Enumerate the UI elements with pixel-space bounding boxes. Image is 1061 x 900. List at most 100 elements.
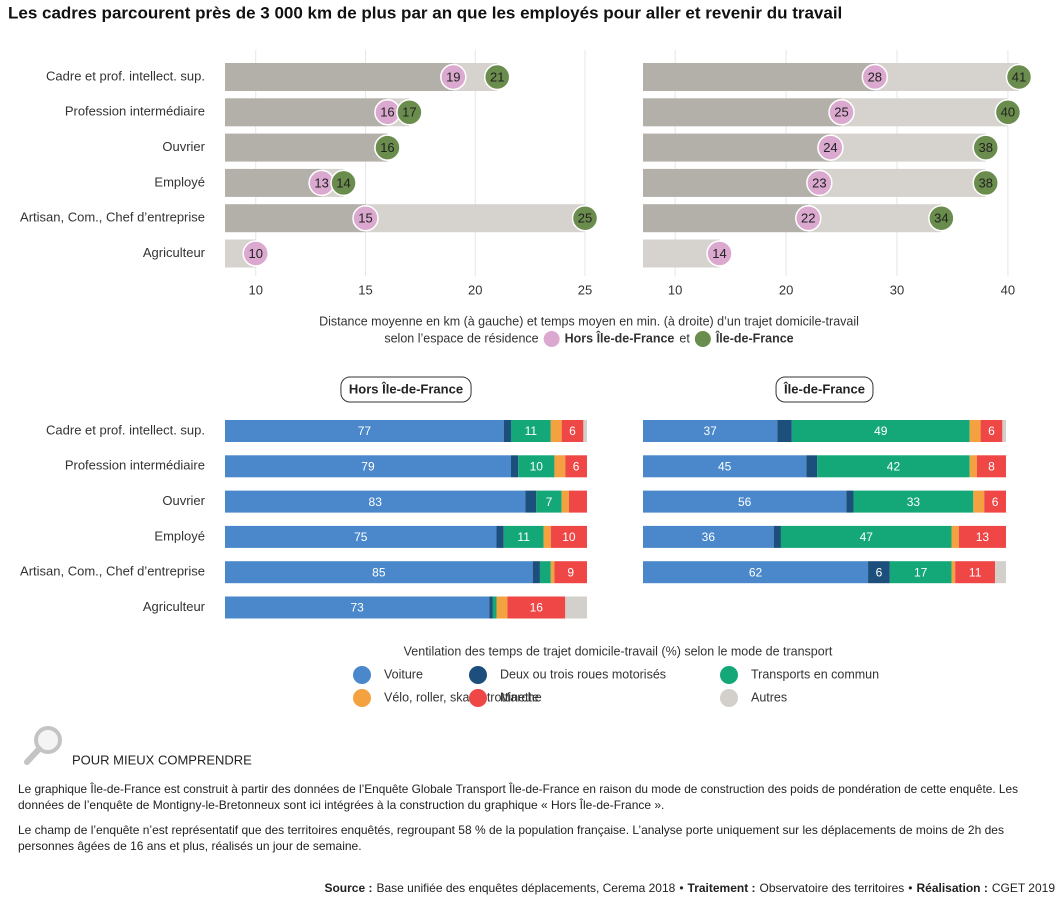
bar-segment (225, 98, 388, 127)
point-label: 25 (578, 211, 592, 226)
caption-line: Ventilation des temps de trajet domicile… (404, 644, 833, 658)
legend-marker (694, 331, 711, 347)
point-label: 14 (336, 175, 350, 190)
legend-label: et (679, 331, 690, 345)
bar-segment (643, 98, 842, 127)
bar-segment (951, 561, 956, 584)
caption-line: Distance moyenne en km (à gauche) et tem… (319, 314, 859, 328)
x-tick-label: 30 (890, 282, 904, 297)
bar-segment (550, 561, 555, 584)
category-label: Employé (154, 528, 205, 543)
point-label: 21 (490, 69, 504, 84)
legend-label: Voiture (384, 667, 423, 681)
panel-title: Île-de-France (783, 381, 865, 396)
bar-segment (536, 490, 562, 513)
point-label: 13 (314, 175, 328, 190)
point-label: 38 (978, 140, 992, 155)
legend-label: Marche (500, 690, 542, 704)
segment-label: 6 (876, 565, 883, 579)
bar-segment (532, 561, 540, 584)
point-marker (861, 63, 889, 91)
segment-label: 42 (887, 459, 901, 473)
segment-label: 77 (358, 424, 372, 438)
point-label: 41 (1012, 69, 1026, 84)
segment-label: 17 (914, 565, 928, 579)
bar-segment (791, 420, 970, 442)
bar-segment (550, 420, 562, 442)
legend-marker (720, 689, 738, 707)
point-marker (1005, 63, 1033, 91)
segment-label: 75 (354, 530, 368, 544)
bar-segment (973, 490, 985, 513)
segment-label: 62 (749, 565, 763, 579)
category-label: Ouvrier (162, 139, 205, 154)
point-label: 17 (402, 105, 416, 120)
bar-segment (225, 525, 497, 548)
data-point: 16 (374, 134, 401, 161)
segment-label: 11 (525, 424, 538, 438)
bar-segment (539, 561, 551, 584)
category-label: Employé (154, 174, 205, 189)
bar-segment (525, 490, 537, 513)
x-tick-label: 25 (578, 282, 592, 297)
bar-segment (643, 490, 847, 513)
data-point: 34 (928, 204, 955, 232)
source-label: Source : (324, 881, 372, 895)
note-text: personnes âgées de 16 ans et plus, réali… (18, 839, 362, 853)
bar-segment (995, 561, 1006, 584)
legend-marker (353, 689, 371, 707)
bar-segment (984, 490, 1006, 513)
segment-label: 6 (573, 459, 580, 473)
point-marker (828, 99, 855, 126)
segment-label: 47 (860, 530, 874, 544)
data-point: 40 (994, 99, 1022, 126)
segment-label: 7 (546, 495, 553, 509)
bar-segment (543, 525, 551, 548)
segment-label: 36 (702, 530, 716, 544)
bar-segment (561, 420, 584, 442)
bar-segment (554, 455, 566, 478)
x-tick-label: 10 (248, 282, 262, 297)
data-point: 28 (861, 63, 889, 91)
bar-segment (808, 204, 942, 233)
legend-label: Hors Île-de-France (565, 330, 675, 345)
bar-segment (817, 455, 970, 478)
legend-marker (469, 666, 487, 684)
category-label: Artisan, Com., Chef d’entreprise (20, 210, 205, 225)
point-label: 16 (380, 105, 394, 120)
data-point: 13 (308, 169, 335, 197)
source-text: CGET 2019 (992, 881, 1055, 895)
bar-segment (365, 204, 586, 233)
point-marker (330, 169, 357, 197)
bar-segment (510, 455, 519, 478)
x-tick-label: 20 (779, 282, 793, 297)
point-marker (806, 169, 833, 197)
point-label: 10 (248, 246, 262, 261)
data-point: 17 (396, 99, 423, 126)
point-label: 16 (380, 140, 394, 155)
source-line: Source : Base unifiée des enquêtes déplac… (324, 881, 1055, 895)
segment-label: 6 (992, 495, 999, 509)
caption-legend: selon l’espace de résidence Hors Île-de-F… (384, 330, 794, 347)
point-label: 23 (812, 175, 826, 190)
bar-segment (583, 420, 587, 442)
bar-segment (777, 420, 792, 442)
data-point: 25 (571, 204, 599, 232)
point-marker (352, 204, 379, 232)
point-label: 25 (834, 105, 848, 120)
bar-segment (518, 455, 555, 478)
point-marker (396, 99, 423, 126)
bar-segment (969, 420, 981, 442)
bar-segment (643, 204, 809, 233)
point-label: 38 (978, 175, 992, 190)
point-label: 22 (801, 211, 815, 226)
notes-heading: POUR MIEUX COMPRENDRE (72, 752, 252, 767)
bar-segment (874, 63, 1019, 91)
source-text: Base unifiée des enquêtes déplacements, … (376, 881, 675, 895)
segment-label: 79 (361, 459, 375, 473)
source-separator: • (908, 881, 912, 895)
point-marker (928, 204, 955, 232)
data-point: 15 (352, 204, 379, 232)
note-text: données de l’enquête de Montigny-le-Bret… (18, 797, 664, 812)
bar-segment (496, 596, 508, 619)
